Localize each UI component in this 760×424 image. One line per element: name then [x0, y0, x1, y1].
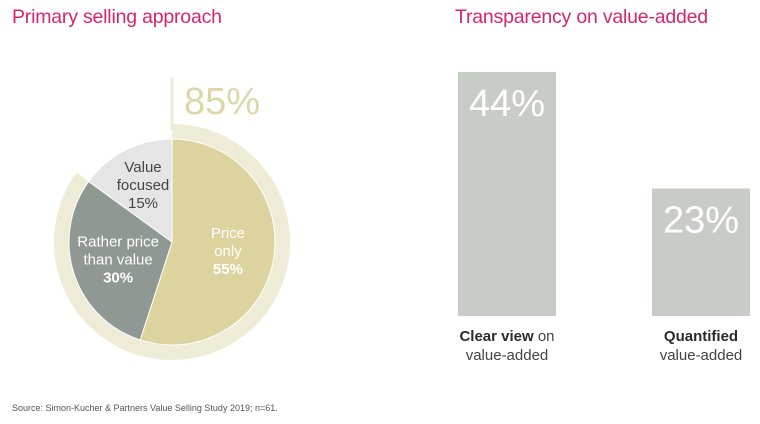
- source-note: Source: Simon-Kucher & Partners Value Se…: [12, 403, 278, 413]
- bar: [458, 72, 556, 316]
- pie-slice: [68, 180, 173, 341]
- pie-callout-value: 85%: [184, 81, 260, 123]
- pie-slice-value-label: 15%: [128, 195, 158, 212]
- pie-chart-title: Primary selling approach: [12, 6, 222, 28]
- bar-category-rest: on: [533, 328, 555, 345]
- bar-category-bold: Quantified: [663, 328, 739, 345]
- bar-chart-title: Transparency on value-added: [455, 6, 708, 28]
- bar-category-label-quantified: Quantified value-added: [630, 327, 760, 365]
- bar-value-label: 23%: [663, 199, 739, 241]
- bar-category-bold: Clear view: [459, 328, 534, 345]
- bar: [652, 188, 750, 316]
- pie-slice-label: Price: [211, 225, 245, 242]
- pie-callout-stem: [170, 78, 174, 130]
- bar-chart: 44% 23%: [458, 72, 750, 316]
- bar-value-label: 44%: [469, 83, 545, 125]
- pie-slice-value-label: 30%: [103, 270, 133, 287]
- pie-slice: [87, 138, 173, 243]
- bar-category-line2: value-added: [465, 347, 549, 364]
- bar-category-label-clear-view: Clear view on value-added: [436, 327, 578, 365]
- bar-category-line2: value-added: [659, 347, 743, 364]
- pie-slice-value-label: 55%: [213, 261, 243, 278]
- pie-slice-label: focused: [117, 177, 170, 194]
- pie-slice: [139, 138, 276, 346]
- pie-slice-label: than value: [84, 252, 153, 269]
- pie-slice-label: Value: [124, 159, 161, 176]
- pie-slice-label: only: [214, 243, 242, 260]
- pie-slice-label: Rather price: [77, 234, 159, 251]
